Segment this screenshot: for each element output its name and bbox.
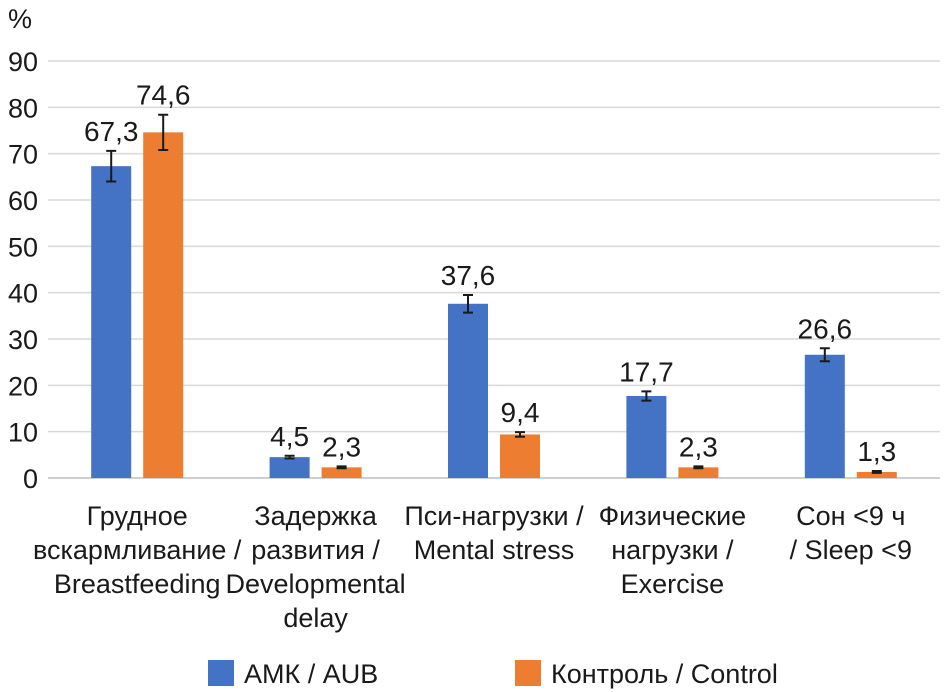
- bar-series-1: [626, 395, 667, 478]
- bar-series-1: [804, 354, 845, 478]
- error-bar: [158, 113, 169, 151]
- bar-series-1: [448, 303, 488, 478]
- y-tick-label: 60: [8, 186, 38, 216]
- y-tick-label: 10: [8, 418, 38, 448]
- y-tick-label: 40: [8, 279, 38, 309]
- y-tick-label: 20: [8, 371, 38, 401]
- legend-swatch-2: [515, 660, 541, 686]
- y-tick-label: 70: [8, 140, 38, 170]
- bar-series-1: [91, 166, 132, 478]
- y-tick-label: 80: [8, 93, 38, 123]
- bar-series-2: [678, 467, 719, 478]
- grid-layer: [48, 60, 940, 479]
- x-category-label: Грудное вскармливание / Breastfeeding: [33, 501, 242, 599]
- error-bar: [693, 465, 704, 470]
- bar-series-2: [143, 132, 184, 478]
- y-tick-label: 90: [8, 47, 38, 77]
- legend-swatch-1: [208, 660, 234, 686]
- legend-label-2: Контроль / Control: [551, 659, 778, 689]
- data-label: 2,3: [679, 431, 718, 462]
- error-bar: [284, 454, 295, 460]
- y-tick-label: 0: [23, 464, 38, 494]
- data-label: 17,7: [619, 356, 674, 387]
- bar-series-2: [500, 434, 540, 478]
- error-bar: [463, 293, 473, 314]
- x-category-label: Сон <9 ч / Sleep <9: [790, 501, 912, 565]
- error-bar: [641, 390, 652, 402]
- data-label: 26,6: [798, 313, 853, 344]
- bar-series-1: [269, 457, 310, 478]
- bars-layer: [91, 113, 897, 478]
- legend: АМК / AUB Контроль / Control: [208, 659, 778, 689]
- error-bar: [819, 347, 830, 363]
- bar-series-2: [321, 467, 362, 478]
- error-bar: [336, 465, 347, 470]
- data-label: 1,3: [857, 436, 896, 467]
- error-bar: [515, 431, 525, 438]
- data-label: 9,4: [501, 397, 540, 428]
- y-unit-label: %: [8, 4, 32, 34]
- data-label: 74,6: [136, 80, 191, 111]
- error-bar: [871, 470, 882, 474]
- data-label: 4,5: [270, 421, 309, 452]
- data-label: 67,3: [84, 116, 139, 147]
- error-bar: [106, 149, 117, 183]
- x-category-label: Пси-нагрузки / Mental stress: [404, 501, 584, 565]
- y-tick-label: 50: [8, 232, 38, 262]
- x-category-label: Физические нагрузки / Exercise: [599, 501, 747, 599]
- legend-label-1: АМК / AUB: [244, 659, 378, 689]
- data-label: 37,6: [441, 260, 496, 291]
- bar-series-2: [856, 471, 897, 478]
- x-category-label: Задержка развития / Developmental delay: [226, 501, 406, 633]
- data-label: 2,3: [322, 431, 361, 462]
- y-tick-label: 30: [8, 325, 38, 355]
- labels-layer: % 0 10 20 30 40 50 60 70 80 90 67,3 4,5 37,6 17,7 26,6 7…: [8, 4, 912, 633]
